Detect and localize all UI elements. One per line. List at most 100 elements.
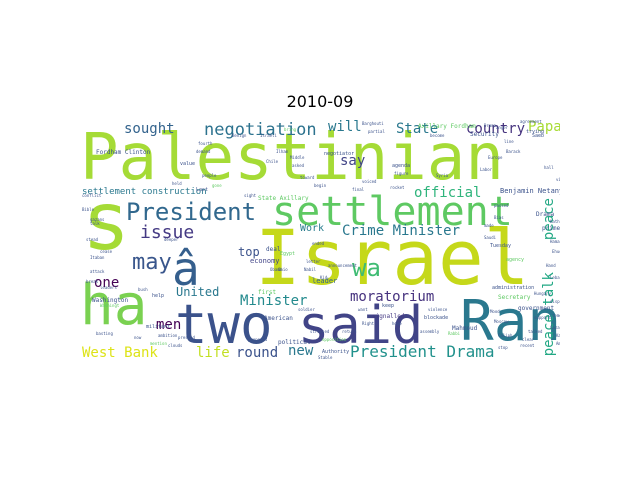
cloud-word: announcement	[328, 263, 357, 268]
cloud-word: State	[396, 121, 439, 137]
cloud-word: settlement	[272, 189, 513, 235]
cloud-word: negotiation	[204, 120, 317, 140]
cloud-word: Palestinian	[80, 121, 504, 195]
cloud-word: West Bank	[82, 345, 158, 360]
cloud-word: final	[352, 187, 365, 192]
cloud-word: leader	[312, 277, 338, 285]
cloud-word: Gaza	[550, 325, 560, 330]
cloud-word: first	[258, 289, 277, 296]
cloud-word: attack	[90, 269, 105, 274]
cloud-word: recent	[520, 343, 535, 348]
cloud-word: say	[340, 153, 366, 169]
cloud-word: anger	[496, 125, 509, 130]
cloud-word: become	[430, 133, 445, 138]
cloud-word: line	[504, 139, 514, 144]
cloud-word: conflict	[82, 193, 102, 198]
cloud-word: agency	[506, 257, 525, 263]
cloud-word: settlement construction	[82, 187, 207, 197]
cloud-word: gone	[212, 183, 222, 188]
cloud-word: Security	[470, 131, 499, 138]
cloud-word: may	[132, 250, 172, 275]
cloud-word: Axillary Fordham	[418, 123, 476, 130]
cloud-word: letter	[306, 259, 321, 264]
cloud-word: Obama	[270, 267, 283, 272]
cloud-word: agreement	[520, 120, 542, 124]
cloud-word: Itaban	[90, 255, 105, 260]
cloud-word: Hand	[546, 263, 556, 268]
cloud-word: Europe	[488, 155, 503, 160]
cloud-word: Right	[362, 321, 375, 326]
cloud-word: opposition	[322, 337, 347, 342]
cloud-word: Rabbi	[448, 331, 461, 336]
cloud-word: American	[264, 315, 293, 322]
cloud-word: basting	[96, 331, 113, 336]
cloud-word: cease	[100, 249, 113, 254]
cloud-word: ha	[80, 273, 148, 338]
cloud-word: top	[238, 245, 260, 259]
cloud-word: Bible	[82, 207, 95, 212]
cloud-word: â	[172, 242, 200, 296]
cloud-word: deeper	[164, 237, 179, 242]
cloud-word: life	[196, 345, 230, 360]
cloud-word: Crime Minister	[342, 223, 461, 239]
cloud-word: mention	[150, 341, 167, 346]
cloud-word: Washington	[92, 297, 129, 304]
cloud-word: Nabil	[304, 267, 317, 272]
cloud-word: Syria	[436, 173, 449, 178]
cloud-word: Mahmoud	[452, 325, 478, 332]
page-title: 2010-09	[286, 92, 354, 111]
cloud-word: Kid	[320, 275, 328, 280]
cloud-word: Ohio	[278, 267, 288, 272]
cloud-word: toward	[300, 175, 315, 180]
cloud-word: gazans	[90, 217, 105, 222]
cloud-word: new	[288, 343, 314, 359]
cloud-word: now	[134, 335, 142, 340]
cloud-word: ambition	[158, 333, 178, 338]
cloud-word: blockade	[424, 315, 449, 321]
cloud-word: agenda	[392, 163, 411, 169]
cloud-word: s	[82, 175, 131, 268]
cloud-word: Benjamin Netanyahu	[500, 187, 560, 195]
cloud-word: United	[176, 285, 220, 299]
cloud-word: stop	[498, 345, 508, 350]
cloud-word: official	[414, 185, 482, 201]
cloud-word: hall	[544, 165, 554, 170]
cloud-word: Minister	[240, 293, 308, 309]
cloud-word: sought	[124, 121, 175, 137]
cloud-word: Chile	[266, 159, 279, 164]
cloud-word: Mood	[490, 309, 500, 314]
cloud-word: Papa	[528, 120, 560, 135]
cloud-word: Benign	[232, 133, 247, 138]
cloud-word: leaders	[100, 285, 117, 290]
cloud-word: passed	[494, 203, 509, 208]
cloud-word: said	[298, 296, 424, 356]
cloud-word: Stable	[318, 355, 333, 360]
cloud-word: President	[126, 198, 257, 226]
word-cloud: Palestinian Israel s two said Ran ha settlement…	[80, 120, 560, 360]
cloud-word: people	[202, 173, 217, 178]
cloud-word: violence	[428, 307, 448, 312]
cloud-word: worked	[364, 339, 379, 344]
cloud-word: negotiator	[324, 151, 355, 157]
cloud-word: Amma	[556, 341, 560, 346]
cloud-word: value	[180, 161, 196, 167]
cloud-word: prime	[542, 225, 560, 232]
cloud-word: bring	[284, 127, 297, 132]
cloud-word: proposed	[248, 337, 268, 342]
cloud-word: rocket	[390, 185, 405, 190]
cloud-word: Middle	[290, 155, 305, 160]
cloud-word: moratorium	[350, 289, 435, 305]
cloud-word: pressed	[178, 335, 195, 340]
cloud-word: Washingt	[100, 303, 120, 308]
cloud-word: Saudi	[484, 235, 497, 240]
cloud-word: economy	[250, 257, 280, 265]
cloud-word: Lebanon	[550, 275, 560, 280]
cloud-word: Hungary	[534, 291, 551, 296]
cloud-word: clear	[522, 337, 535, 342]
cloud-word: Last	[196, 187, 209, 193]
cloud-word: Kath	[550, 219, 560, 224]
cloud-word: clouds	[168, 343, 183, 348]
cloud-word: deal	[266, 246, 281, 253]
cloud-word: Kashmir	[556, 333, 560, 338]
cloud-word: assembly	[420, 329, 440, 334]
